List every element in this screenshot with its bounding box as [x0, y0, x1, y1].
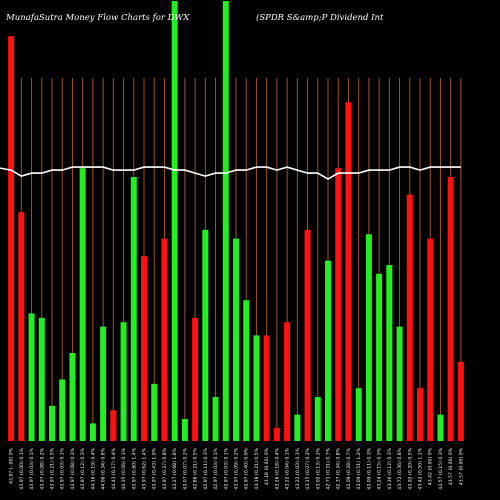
- x-tick-label: 43.57 (0.00) 0%: [448, 447, 454, 485]
- bar: [222, 1, 229, 441]
- bar: [325, 260, 331, 441]
- bar: [365, 234, 372, 441]
- x-tick-label: 42.09 (0.28) 0.7%: [346, 447, 352, 489]
- x-tick-label: 43.97 (0.62) 1.4%: [142, 447, 148, 489]
- x-tick-label: 43.97 (0.12) 0.3%: [80, 447, 86, 489]
- x-tick-label: 43.97 (0.03) 0.1%: [29, 447, 35, 489]
- x-tick-label: 42.71 (0.31) 0.7%: [326, 447, 332, 489]
- bar: [345, 102, 352, 441]
- x-tick-label: 42.97 (0.09) 0.2%: [234, 447, 240, 489]
- x-tick-label: 43.97 (0.37) 0.8%: [162, 447, 168, 489]
- bar: [304, 229, 311, 441]
- x-tick-label: 43.09 (0.51) 1.2%: [356, 447, 362, 489]
- x-tick-label: 43.57 (0.00) 0%: [458, 447, 464, 485]
- bar: [192, 317, 199, 441]
- x-tick-label: 43.22 (0.04) 0.1%: [285, 447, 291, 489]
- bar: [355, 388, 362, 441]
- bar: [406, 194, 413, 441]
- bar: [171, 1, 178, 441]
- x-tick-label: 43.18 (0.02) 0%: [264, 447, 270, 485]
- x-tick-label: 42.86 (0.21) 0.5%: [193, 447, 199, 489]
- bar: [28, 313, 35, 441]
- trend-line: [0, 166, 461, 181]
- x-tick-label: 43.36 (0.12) 0.3%: [387, 447, 393, 489]
- x-tick-label: 44.16 (0.19) 0.4%: [90, 447, 96, 489]
- x-tick-label: 43.97 (0.43) 1.0%: [152, 447, 158, 489]
- bar: [181, 419, 188, 441]
- x-tick-label: 43.97 (0.21) 0.5%: [50, 447, 56, 489]
- x-tick-label: 44.35 (0.06) 0.1%: [121, 447, 127, 489]
- x-tick-label: 43.97 (0.00) 0.1%: [19, 447, 25, 489]
- bar: [18, 212, 25, 441]
- x-tick-label: 43.92 (0.20) 0.5%: [407, 447, 413, 489]
- bar: [38, 317, 45, 441]
- x-tick-label: 43.15 (0.07) 0.2%: [305, 447, 311, 489]
- x-tick-label: 43.09 (0.11) 0.3%: [366, 447, 372, 489]
- bar: [417, 388, 423, 441]
- bar: [130, 177, 137, 441]
- bar: [110, 410, 117, 441]
- x-tick-label: 43.07 (0.07) 0.2%: [182, 447, 188, 489]
- x-tick-label: 43.97 (0.08) 0.2%: [39, 447, 45, 489]
- bar: [212, 397, 219, 441]
- bar: [396, 326, 403, 441]
- x-tick-label: 44.06 (0.34) 0.8%: [101, 447, 107, 489]
- x-tick-labels: 43.97 (-.00) 0% 43.97 (0.00) 0.1% 43.97 (0…: [9, 447, 465, 489]
- bar: [273, 427, 280, 441]
- bar: [120, 322, 127, 441]
- x-tick-label: 42.37 (0.34) 0.8%: [336, 447, 342, 489]
- bar: [151, 383, 158, 441]
- x-tick-label: 43.18 (0.21) 0.5%: [254, 447, 260, 489]
- bar: [202, 229, 209, 441]
- bar: [294, 414, 301, 441]
- bar: [437, 414, 444, 441]
- x-tick-label: 43.72 (0.36) 0.8%: [397, 447, 403, 489]
- bar: [161, 238, 168, 441]
- bar: [141, 256, 147, 441]
- x-tick-label: 43.27 (0.68) 1.6%: [172, 447, 178, 489]
- bar: [376, 273, 383, 441]
- bar: [314, 397, 321, 441]
- bar: [49, 405, 55, 441]
- bar: [284, 322, 291, 441]
- bar: [79, 168, 86, 441]
- bar: [386, 265, 393, 441]
- x-tick-label: 43.24 (0.15) 0.3%: [377, 447, 383, 489]
- chart-subtitle: (SPDR S&amp;P Dividend Int: [256, 12, 384, 23]
- x-tick-label: 43.97 (0.03) 0.1%: [60, 447, 66, 489]
- x-tick-label: 42.97 (0.11) 0.3%: [203, 447, 209, 489]
- x-tick-label: 43.02 (0.13) 0.3%: [315, 447, 321, 489]
- bar: [427, 238, 434, 441]
- bar: [233, 238, 239, 441]
- bar: [253, 335, 260, 441]
- bar: [457, 361, 464, 441]
- x-tick-label: 42.97 (0.03) 0.1%: [223, 447, 229, 489]
- bars: [8, 1, 464, 441]
- x-tick-label: 43.97 (0.60) 1.4%: [131, 447, 137, 489]
- bar: [100, 326, 107, 441]
- x-tick-label: 43.42 (0.00) 0%: [428, 447, 434, 485]
- bar: [69, 353, 76, 441]
- chart-title: MunafaSutra Money Flow Charts for DWX: [5, 13, 190, 23]
- bar: [243, 300, 250, 441]
- x-tick-label: 43.97 (0.08) 0.2%: [70, 447, 76, 489]
- x-tick-label: 43.42 (0.50) 1.1%: [418, 447, 424, 489]
- bar: [8, 36, 15, 441]
- bar: [263, 335, 270, 441]
- bar: [447, 177, 454, 441]
- x-tick-label: 43.97 (-.00) 0%: [9, 447, 15, 484]
- x-tick-label: 42.97 (0.40) 0.9%: [244, 447, 250, 489]
- bar: [89, 423, 96, 441]
- x-tick-label: 44.41 (0.17) 0.4%: [111, 447, 117, 489]
- x-tick-label: 42.97 (0.03) 0.1%: [213, 447, 219, 489]
- bar: [59, 379, 66, 441]
- x-tick-label: 43.26 (0.18) 0.4%: [274, 447, 280, 489]
- x-tick-label: 43.57 (0.15) 0.3%: [438, 447, 444, 489]
- bar: [335, 168, 342, 441]
- x-tick-label: 43.22 (0.03) 0.1%: [295, 447, 301, 489]
